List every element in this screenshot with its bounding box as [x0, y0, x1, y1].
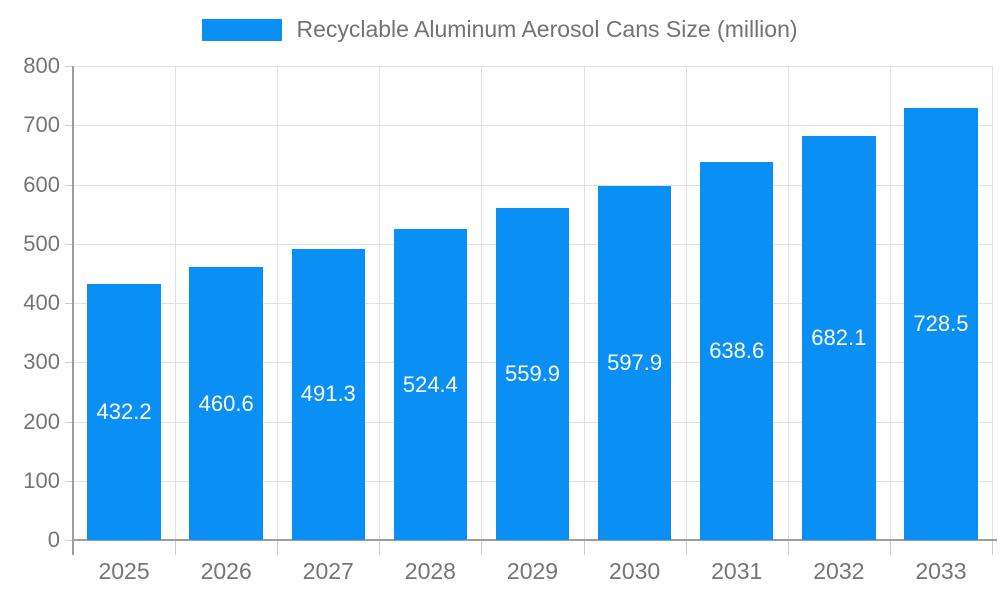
bar-value-label: 597.9: [607, 349, 663, 375]
x-axis-label: 2026: [200, 558, 252, 584]
bar-2029: [495, 208, 570, 540]
y-axis-label: 0: [47, 527, 60, 552]
y-axis-label: 200: [23, 408, 60, 434]
x-axis-label: 2032: [813, 558, 865, 584]
y-axis-tick: [65, 125, 73, 127]
gridline-horizontal: [73, 184, 992, 186]
x-axis-tick: [277, 540, 279, 555]
legend-label: Recyclable Aluminum Aerosol Cans Size (m…: [296, 16, 798, 42]
bar-2027: [291, 248, 366, 540]
bar-2032: [802, 135, 876, 540]
bar-value-label: 559.9: [504, 361, 561, 387]
x-axis-label: 2027: [302, 558, 354, 584]
y-axis-label: 700: [23, 112, 60, 138]
gridline-vertical: [175, 66, 177, 540]
y-axis-line: [72, 66, 74, 555]
x-axis-tick: [889, 540, 891, 555]
y-axis-tick: [65, 362, 73, 364]
bar-2025: [87, 283, 161, 540]
y-axis-tick: [65, 480, 73, 482]
bar-2030: [597, 185, 672, 540]
x-axis-label: 2028: [404, 558, 456, 584]
y-axis-tick: [65, 421, 73, 423]
y-axis-tick: [65, 540, 73, 541]
bar-value-label: 432.2: [96, 398, 152, 424]
bar-value-label: 638.6: [709, 337, 765, 363]
x-axis-tick: [583, 540, 585, 555]
bar-2026: [189, 267, 263, 540]
x-axis-tick: [481, 540, 483, 555]
gridline-horizontal: [73, 66, 992, 67]
x-axis-label: 2030: [609, 558, 661, 584]
y-axis-tick: [65, 66, 73, 67]
gridline-vertical: [481, 66, 483, 540]
bar-value-label: 728.5: [913, 311, 969, 337]
bar-2028: [393, 229, 468, 540]
gridline-vertical: [277, 66, 279, 540]
bar-2031: [699, 161, 774, 540]
y-axis-tick: [65, 243, 73, 245]
x-axis-line: [73, 539, 997, 541]
chart-legend[interactable]: Recyclable Aluminum Aerosol Cans Size (m…: [0, 16, 1000, 43]
x-axis-label: 2033: [915, 558, 967, 584]
gridline-vertical: [889, 66, 891, 540]
gridline-vertical: [787, 66, 789, 540]
x-axis-tick: [175, 540, 177, 555]
x-axis-label: 2031: [711, 558, 763, 584]
gridline-vertical: [685, 66, 687, 540]
gridline-vertical: [379, 66, 381, 540]
gridline-vertical: [992, 66, 993, 540]
x-axis-tick: [379, 540, 381, 555]
bar-value-label: 491.3: [300, 381, 356, 407]
gridline-horizontal: [73, 125, 992, 127]
bar-value-label: 524.4: [402, 371, 458, 397]
x-axis-tick: [992, 540, 993, 555]
y-axis-label: 400: [23, 290, 60, 315]
legend-swatch-icon: [202, 18, 283, 41]
gridline-vertical: [583, 66, 585, 540]
y-axis-label: 600: [23, 171, 60, 197]
x-axis-tick: [787, 540, 789, 555]
bar-value-label: 682.1: [811, 324, 867, 350]
x-axis-tick: [685, 540, 687, 555]
y-axis-tick: [65, 303, 73, 304]
x-axis-label: 2025: [98, 558, 150, 584]
bar-2033: [904, 108, 978, 540]
y-axis-label: 100: [23, 467, 60, 493]
y-axis-tick: [65, 184, 73, 186]
y-axis-label: 800: [23, 53, 60, 78]
x-axis-label: 2029: [506, 558, 559, 584]
bar-value-label: 460.6: [198, 390, 254, 416]
y-axis-label: 500: [23, 230, 60, 256]
y-axis-label: 300: [23, 349, 60, 375]
